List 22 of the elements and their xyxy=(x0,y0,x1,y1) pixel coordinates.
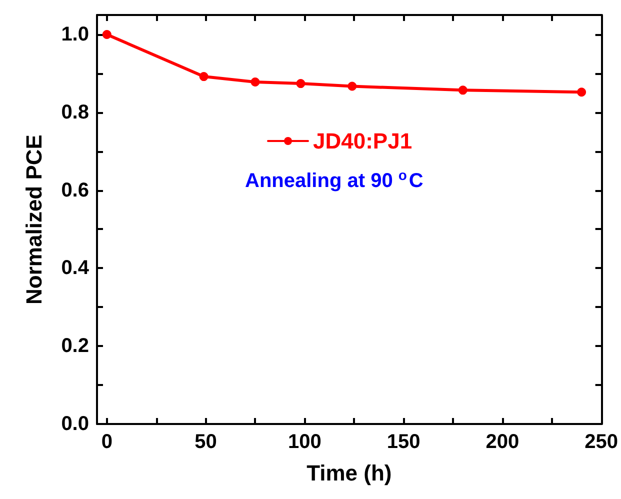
point xyxy=(348,82,357,91)
x-axis-title: Time (h) xyxy=(306,460,392,486)
point xyxy=(577,88,586,97)
y-tick-label: 0.6 xyxy=(61,179,89,202)
x-tick-label: 100 xyxy=(288,431,322,453)
point xyxy=(458,86,468,95)
y-tick-label: 0.2 xyxy=(61,335,89,358)
x-tick-label: 150 xyxy=(386,431,420,453)
legend-label: JD40:PJ1 xyxy=(313,128,412,154)
y-tick-label: 1.0 xyxy=(61,23,89,46)
x-tick-label: 0 xyxy=(101,431,112,453)
y-tick-label: 0.4 xyxy=(61,257,90,280)
y-tick-label: 0.0 xyxy=(61,413,89,435)
x-tick-label: 250 xyxy=(584,431,618,453)
point xyxy=(102,30,112,39)
y-tick-label: 0.8 xyxy=(61,101,89,124)
x-tick-label: 50 xyxy=(194,431,217,453)
point xyxy=(199,72,208,82)
y-axis-title: Normalized PCE xyxy=(22,134,46,304)
point xyxy=(250,78,260,86)
point xyxy=(296,79,306,88)
x-tick-label: 200 xyxy=(486,431,520,453)
